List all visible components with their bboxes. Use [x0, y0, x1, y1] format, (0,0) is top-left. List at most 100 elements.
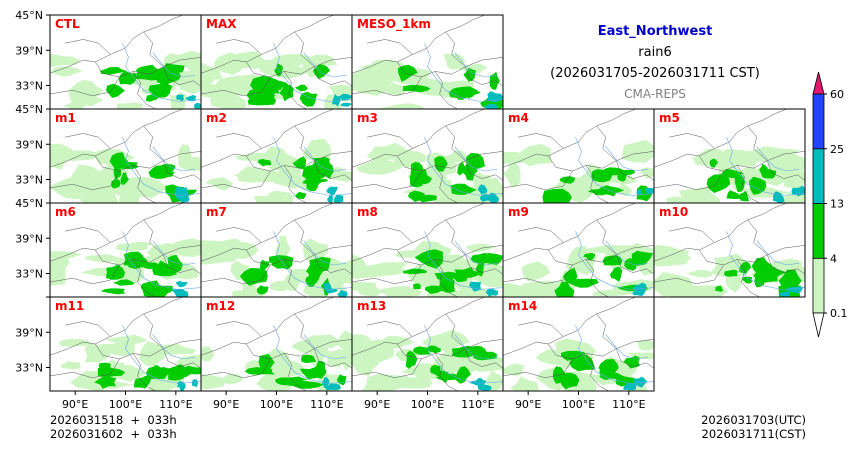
lat-tick-label: 33°N: [15, 174, 43, 187]
rain-area-moderate: [118, 70, 137, 85]
rain-area-light: [521, 261, 550, 282]
river-line: [424, 137, 503, 196]
rain-area-moderate: [434, 271, 458, 281]
rain-area-heavy: [179, 384, 186, 391]
province-border: [201, 264, 271, 285]
province-border: [132, 165, 156, 203]
rain-area-light: [567, 245, 598, 266]
rain-area-moderate: [726, 190, 741, 199]
rain-area-light: [767, 154, 805, 176]
rain-area-moderate: [560, 372, 580, 390]
province-border: [216, 321, 262, 337]
rain-area-moderate: [561, 350, 586, 361]
province-border: [201, 15, 334, 74]
rain-area-heavy: [477, 184, 488, 195]
rain-area-light: [470, 356, 503, 372]
rain-area-moderate: [706, 174, 731, 193]
river-line: [273, 325, 352, 384]
lat-tick-label: 39°N: [15, 326, 43, 339]
panel-label-m14: m14: [508, 299, 537, 313]
panel-label-m6: m6: [55, 205, 76, 219]
river-line: [122, 43, 201, 102]
rain-area-heavy: [194, 102, 201, 109]
province-border: [445, 219, 466, 255]
panels-layer: CTL MAX MESO_1km m1 m2 m3 m4 m5 m6 m7 m8 m9 m10 m11 m1…: [49, 14, 806, 392]
rain-area-heavy: [175, 290, 189, 297]
rain-area-moderate: [106, 83, 125, 98]
river-line: [756, 146, 800, 172]
province-border: [352, 109, 485, 168]
province-border: [65, 227, 111, 243]
panel-label-m4: m4: [508, 111, 529, 125]
chart-title: East_Northwest: [597, 24, 713, 39]
province-border: [747, 125, 768, 161]
lat-tick-label: 39°N: [15, 232, 43, 245]
province-border: [50, 203, 183, 262]
panel-frame: [653, 202, 806, 298]
province-border: [367, 321, 413, 337]
province-border: [669, 133, 715, 149]
rain-area-moderate: [742, 276, 753, 284]
rain-area-light: [352, 334, 370, 350]
province-border: [736, 165, 760, 203]
province-border: [246, 245, 352, 266]
rain-area-light: [362, 262, 409, 277]
river-line: [454, 240, 498, 266]
province-border: [132, 71, 156, 109]
province-border: [246, 151, 352, 172]
rain-area-light: [254, 193, 295, 203]
province-border: [95, 245, 201, 266]
rain-area-moderate: [414, 194, 437, 203]
rain-area-moderate: [294, 84, 308, 92]
rain-area-light: [214, 52, 245, 75]
panel-label-MAX: MAX: [206, 17, 237, 31]
rain-area-heavy: [340, 102, 352, 107]
river-line: [303, 52, 347, 78]
rain-area-moderate: [405, 350, 418, 369]
rain-area-heavy: [191, 379, 199, 388]
rain-area-light: [662, 278, 676, 289]
rain-area-light: [98, 341, 135, 356]
rain-area-moderate: [312, 157, 332, 168]
valid-time-utc: 2026031703(UTC): [701, 413, 806, 427]
rain-area-light: [518, 280, 567, 297]
rain-area-heavy: [176, 281, 188, 288]
rain-area-moderate: [412, 346, 431, 355]
river-line: [756, 240, 800, 266]
rain-area-light: [210, 90, 247, 109]
rain-area-moderate: [277, 376, 309, 383]
rain-area-moderate: [279, 84, 294, 102]
lon-tick-label: 90°E: [62, 398, 88, 411]
rain-area-moderate: [438, 370, 449, 384]
variable-name: rain6: [638, 45, 672, 60]
province-border: [367, 227, 413, 243]
panel-label-m13: m13: [357, 299, 386, 313]
rain-area-light: [50, 143, 82, 170]
province-border: [50, 358, 120, 379]
rain-area-moderate: [259, 95, 271, 106]
map-panel-m1: m1: [49, 108, 202, 204]
rain-area-moderate: [554, 281, 575, 297]
map-panel-m9: m9: [502, 202, 655, 298]
province-border: [434, 259, 458, 297]
province-border: [654, 203, 787, 262]
province-border: [367, 39, 413, 55]
province-border: [747, 219, 768, 255]
province-border: [548, 151, 654, 172]
colorbar: 0.1 4 13 25 60: [812, 71, 848, 338]
province-border: [163, 160, 201, 181]
province-border: [201, 109, 334, 168]
rain-area-moderate: [258, 353, 275, 372]
river-line: [575, 137, 654, 196]
province-border: [397, 151, 503, 172]
rain-area-moderate: [463, 67, 476, 82]
ensemble-system-name: CMA-REPS: [624, 87, 686, 101]
province-border: [283, 353, 307, 391]
lat-tick-label: 33°N: [15, 362, 43, 375]
rain-area-light: [51, 66, 83, 77]
province-border: [294, 31, 315, 67]
rain-area-moderate: [479, 253, 503, 265]
province-border: [397, 245, 503, 266]
panel-label-m2: m2: [206, 111, 227, 125]
rain-area-moderate: [288, 380, 324, 389]
